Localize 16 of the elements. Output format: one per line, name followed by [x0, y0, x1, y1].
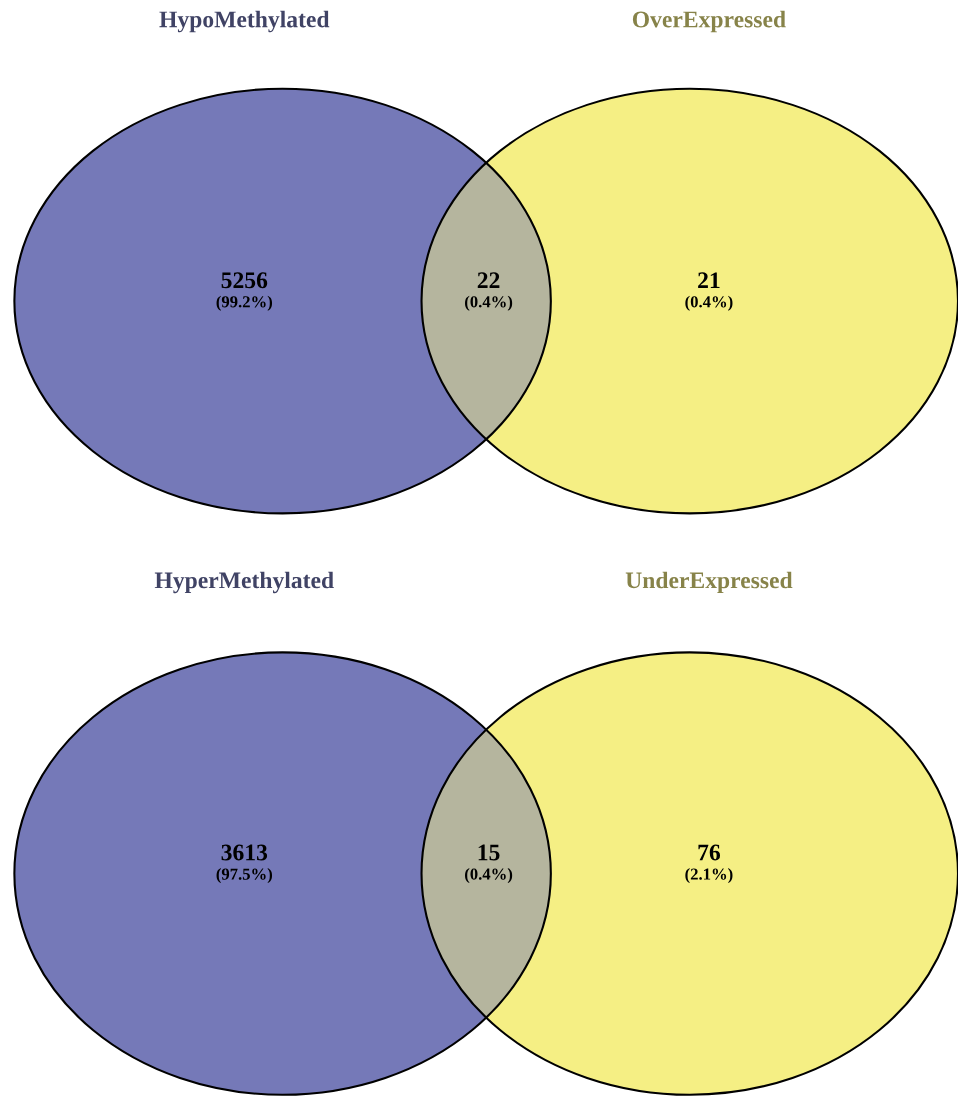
- text: UnderExpressed: [625, 571, 793, 594]
- data-label: 15: [478, 844, 500, 861]
- text: OverExpressed: [632, 10, 786, 33]
- data-label: 3613: [221, 844, 268, 861]
- text: (2.1%): [685, 868, 733, 884]
- data-label: 22: [477, 272, 500, 288]
- data-label: 76: [698, 844, 721, 861]
- data-label: 21: [698, 272, 720, 288]
- text: (99.2%): [216, 295, 273, 311]
- text: (0.4%): [465, 868, 513, 884]
- text: HyperMethylated: [154, 571, 334, 594]
- data-label: 5256: [221, 272, 268, 289]
- text: (97.5%): [216, 868, 273, 884]
- text: (0.4%): [685, 295, 733, 311]
- text: HypoMethylated: [159, 10, 330, 33]
- text: (0.4%): [465, 295, 513, 311]
